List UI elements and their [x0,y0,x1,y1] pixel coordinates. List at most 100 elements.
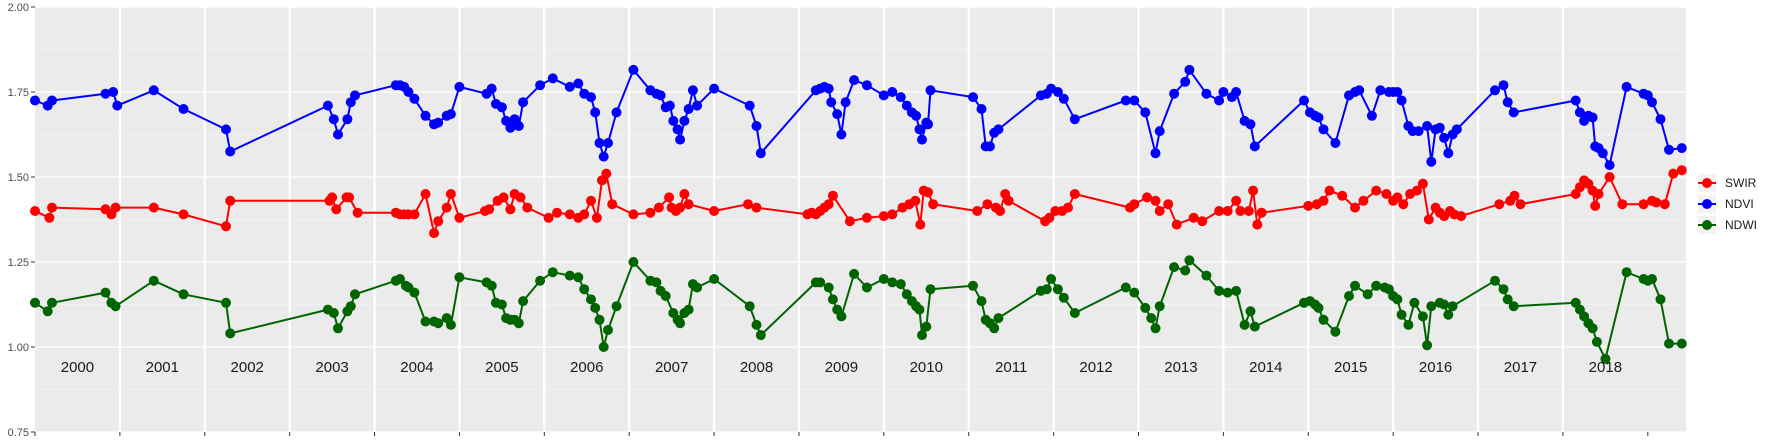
ndwi-point [1490,275,1500,286]
y-tick-label: 1.25 [8,257,29,269]
year-label: 2011 [995,359,1027,376]
ndvi-point [1676,143,1687,154]
ndwi-point [454,272,465,283]
ndvi-point [486,83,497,94]
ndwi-point [1409,297,1420,308]
swir-point [928,199,939,210]
ndwi-point [590,302,601,313]
ndvi-point [1184,64,1195,75]
ndvi-point [333,129,343,140]
swir-point [1142,192,1152,203]
ndvi-point [976,104,987,114]
ndwi-point [827,294,838,305]
swir-point [1590,200,1601,211]
ndvi-point [30,95,40,106]
swir-point [915,219,926,230]
ndvi-point [496,102,507,113]
swir-point [709,206,720,216]
ndwi-point [586,294,596,305]
ndwi-point [1169,262,1180,273]
swir-point [1604,172,1615,182]
ndvi-point [590,107,601,118]
ndvi-point [1574,107,1585,118]
ndwi-point [420,316,431,327]
ndvi-point [1150,148,1161,159]
swir-point [653,202,664,213]
ndwi-point [1676,338,1687,349]
ndvi-point [840,97,851,108]
ndwi-point [895,279,906,290]
swir-point [441,202,452,213]
ndvi-point [1375,85,1386,96]
swir-point [1154,206,1165,216]
swir-point [1593,189,1604,199]
swir-point [972,206,983,216]
year-label: 2001 [146,359,179,376]
ndwi-point [1443,309,1454,320]
swir-point [628,209,639,220]
year-label: 2003 [315,359,348,376]
swir-point [827,190,838,201]
year-label: 2017 [1504,359,1537,376]
swir-point [1371,185,1382,196]
swir-point [1003,195,1014,206]
ndwi-point [1591,336,1602,347]
legend-key-ndwi-marker [1702,220,1712,230]
year-label: 2000 [61,359,94,376]
ndwi-point [993,313,1004,324]
ndwi-point [755,330,766,341]
ndwi-point [1222,287,1233,298]
swir-point [543,212,554,223]
ndwi-point [887,277,898,288]
swir-point [344,192,355,203]
ndwi-point [1426,301,1437,312]
ndwi-point [564,270,575,281]
ndwi-point [692,282,703,293]
ndwi-point [547,267,558,278]
ndvi-point [586,92,596,103]
series-points [30,64,1687,364]
ndvi-point [826,97,837,108]
swir-point [429,228,439,239]
swir-point [823,199,834,210]
swir-point [1231,195,1242,206]
ndvi-point [547,73,558,84]
swir-point [910,195,921,206]
ndwi-point [917,330,927,341]
ndvi-point [1434,122,1445,133]
swir-point [591,212,602,223]
ndvi-point [403,87,414,97]
swir-point [1638,199,1649,210]
swir-point [844,216,855,227]
ndwi-point [1214,285,1225,296]
ndvi-point [611,107,622,118]
swir-point [178,209,189,220]
ndvi-point [751,121,762,131]
swir-point [515,192,526,203]
year-labels: 2000 2001 2002 2003 2004 2005 2006 2007 2008 2009… [61,359,1622,376]
ndwi-point [709,274,720,284]
ndvi-point [221,124,231,135]
ndwi-point [1052,284,1063,295]
ndvi-point [112,100,123,111]
major-gridlines [35,6,1686,433]
ndwi-point [1120,282,1131,293]
ndvi-point [1214,95,1225,106]
swir-point [1044,212,1055,223]
ndwi-point [1146,313,1157,324]
ndvi-point [1508,107,1519,118]
ndvi-point [628,64,639,75]
ndwi-point [660,291,671,301]
ndvi-point [1231,87,1242,97]
ndvi-point [1058,93,1069,104]
ndwi-point [486,280,497,291]
ndvi-point [1140,107,1151,118]
ndwi-point [1498,284,1509,295]
swir-point [1381,189,1392,199]
year-label: 2010 [910,359,943,376]
swir-point [1248,185,1259,196]
ndwi-point [518,296,529,307]
ndvi-point [454,81,465,92]
ndvi-point [1621,81,1632,92]
ndvi-point [823,83,834,94]
